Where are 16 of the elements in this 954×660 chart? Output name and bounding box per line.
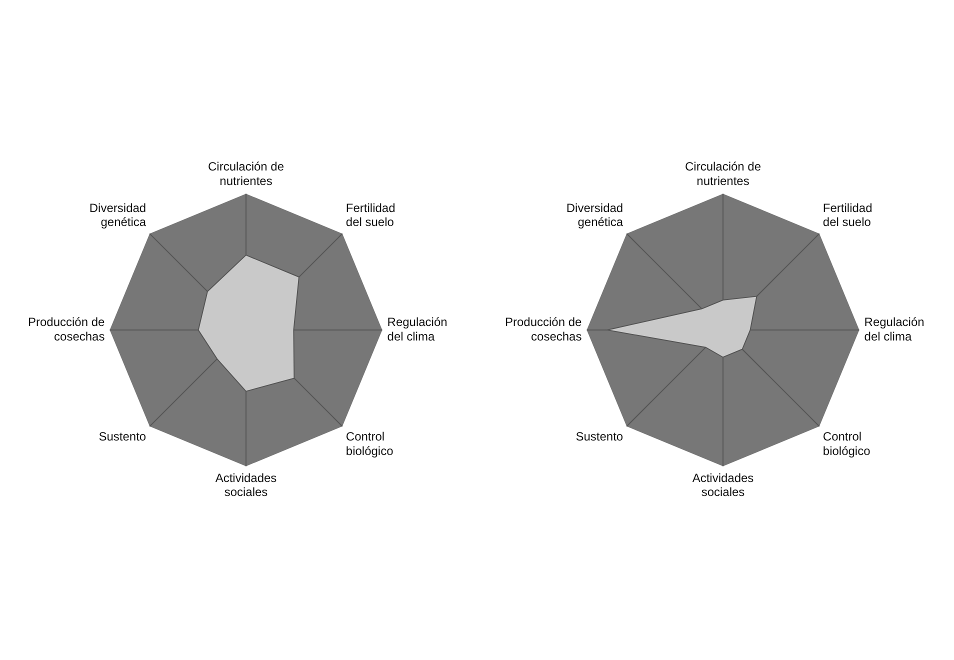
spoke-label: Sustento bbox=[98, 429, 146, 444]
spoke-label: Control biológico bbox=[822, 429, 871, 458]
spoke-label: Actividades sociales bbox=[215, 470, 277, 500]
spoke-label: Circulación de nutrientes bbox=[684, 159, 762, 188]
spoke-label: Regulación del clima bbox=[864, 315, 924, 344]
spoke-label: Diversidad genética bbox=[89, 200, 146, 230]
spoke-label: Fertilidad del suelo bbox=[822, 200, 872, 230]
spoke-label: Fertilidad del suelo bbox=[346, 200, 396, 230]
spoke-label: Actividades sociales bbox=[692, 470, 754, 500]
spoke-label: Circulación de nutrientes bbox=[208, 159, 284, 188]
spoke-label: Producción de cosechas bbox=[28, 315, 106, 344]
spoke-label: Producción de cosechas bbox=[505, 315, 582, 344]
spoke-label: Diversidad genética bbox=[566, 200, 624, 230]
spoke-label: Regulación del clima bbox=[387, 315, 448, 344]
spoke-label: Sustento bbox=[576, 429, 624, 444]
spoke-label: Control biológico bbox=[346, 429, 394, 458]
